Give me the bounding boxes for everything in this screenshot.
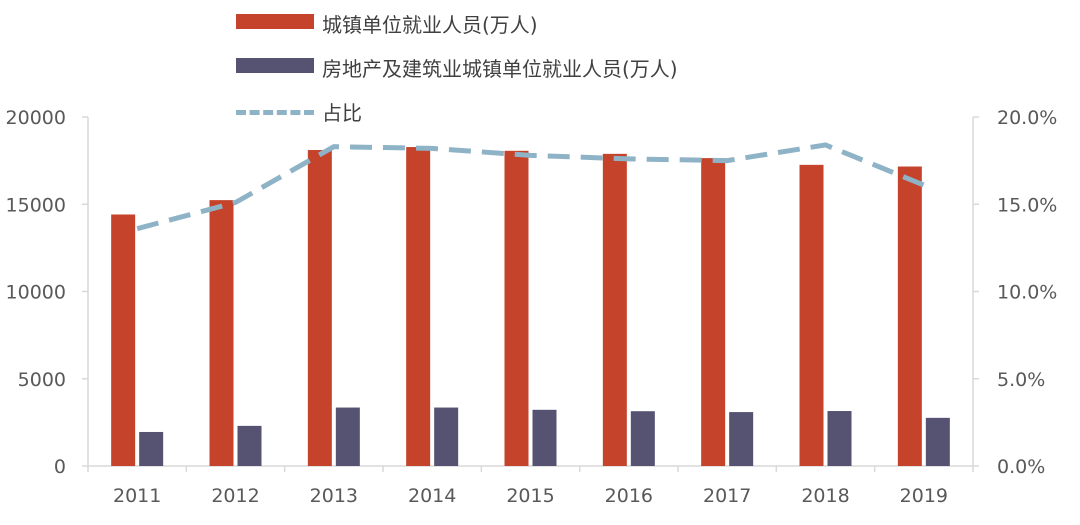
bar-urban-employment <box>701 158 726 467</box>
x-tick-label: 2012 <box>211 485 259 507</box>
y-tick-left-label: 10000 <box>6 282 66 304</box>
legend-label-ratio: 占比 <box>322 101 362 125</box>
bar-urban-employment <box>111 214 136 466</box>
bar-realestate-construction <box>335 407 360 466</box>
x-tick-label: 2011 <box>113 485 161 507</box>
x-tick-label: 2015 <box>506 485 554 507</box>
y-tick-left-label: 5000 <box>18 369 66 391</box>
bar-realestate-construction <box>729 412 754 466</box>
legend-label-urban-employment: 城镇单位就业人员(万人) <box>322 13 538 37</box>
bar-realestate-construction <box>827 411 852 466</box>
bar-realestate-construction <box>434 407 459 466</box>
y-tick-right-label: 0.0% <box>997 456 1045 478</box>
y-tick-right-label: 15.0% <box>997 194 1057 216</box>
x-tick-label: 2017 <box>703 485 751 507</box>
y-tick-right-label: 20.0% <box>997 107 1057 129</box>
bar-realestate-construction <box>139 431 164 466</box>
bar-realestate-construction <box>237 425 262 466</box>
x-tick-label: 2014 <box>408 485 456 507</box>
x-tick-label: 2013 <box>310 485 358 507</box>
x-tick-label: 2019 <box>900 485 948 507</box>
y-tick-left-label: 20000 <box>6 107 66 129</box>
x-tick-label: 2016 <box>605 485 653 507</box>
legend-label-realestate-construction: 房地产及建筑业城镇单位就业人员(万人) <box>322 57 678 81</box>
legend-swatch-realestate-construction <box>236 58 314 73</box>
bar-urban-employment <box>602 153 627 466</box>
bar-realestate-construction <box>630 411 655 466</box>
legend-swatch-urban-employment <box>236 14 314 29</box>
y-tick-left-label: 0 <box>54 456 66 478</box>
y-tick-right-label: 10.0% <box>997 282 1057 304</box>
bar-urban-employment <box>799 164 824 466</box>
y-tick-right-label: 5.0% <box>997 369 1045 391</box>
legend-swatch-ratio <box>236 110 314 115</box>
bar-urban-employment <box>897 166 922 466</box>
bar-realestate-construction <box>532 409 557 466</box>
y-tick-left-label: 15000 <box>6 194 66 216</box>
bar-urban-employment <box>307 150 332 467</box>
x-tick-label: 2018 <box>801 485 849 507</box>
bar-realestate-construction <box>925 417 950 466</box>
bar-urban-employment <box>504 150 529 466</box>
bar-urban-employment <box>209 200 234 466</box>
bar-urban-employment <box>406 147 431 467</box>
